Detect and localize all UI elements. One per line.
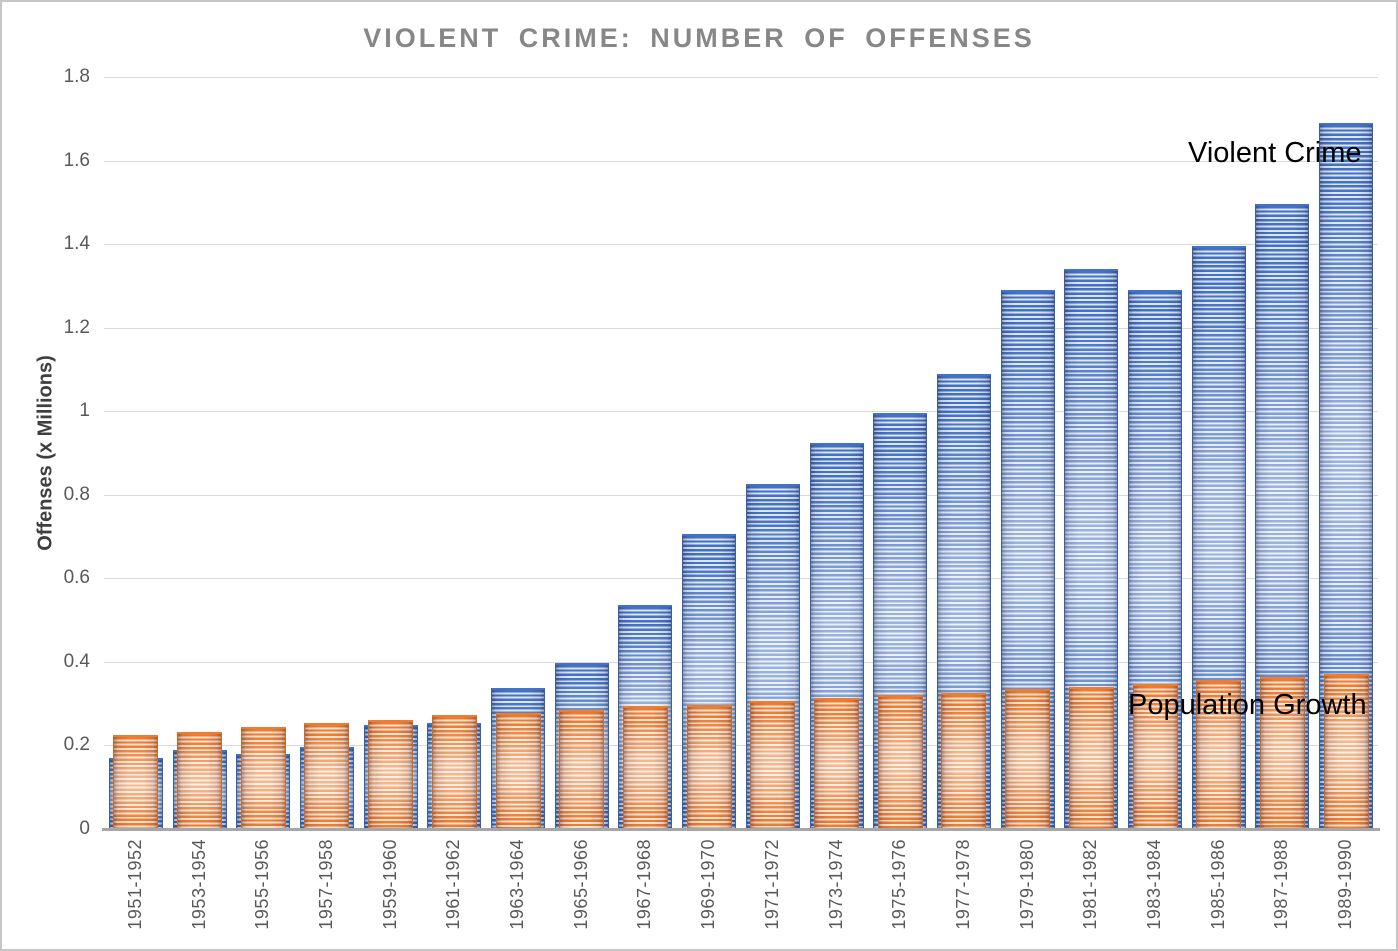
bar-population-growth xyxy=(814,697,860,829)
bar-population-growth xyxy=(750,701,796,829)
bar-population-growth xyxy=(941,692,987,829)
y-tick-label: 1.2 xyxy=(63,316,90,338)
x-tick-label: 1967-1968 xyxy=(634,839,655,930)
x-tick-label: 1965-1966 xyxy=(570,839,591,930)
bar-population-growth xyxy=(368,719,414,829)
gridline xyxy=(104,327,1378,329)
bar-population-growth xyxy=(113,735,159,829)
series-label-violent-crime: Violent Crime xyxy=(1188,137,1362,169)
y-tick-label: 0.2 xyxy=(63,734,90,756)
x-tick-label: 1955-1956 xyxy=(252,839,273,930)
bar-population-growth xyxy=(240,727,286,829)
bar-population-growth xyxy=(1005,689,1051,829)
x-tick-label: 1973-1974 xyxy=(825,839,846,930)
bar-population-growth xyxy=(1196,680,1242,829)
y-tick-label: 1.6 xyxy=(63,149,90,171)
x-tick-label: 1987-1988 xyxy=(1271,839,1292,930)
bar-population-growth xyxy=(877,695,923,829)
y-tick-label: 0.6 xyxy=(63,567,90,589)
x-tick-label: 1985-1986 xyxy=(1207,839,1228,930)
x-tick-label: 1969-1970 xyxy=(698,839,719,930)
bar-population-growth xyxy=(686,704,732,829)
gridline xyxy=(104,77,1378,78)
x-tick-label: 1971-1972 xyxy=(761,839,782,930)
bar-population-growth xyxy=(1259,676,1305,829)
x-tick-label: 1975-1976 xyxy=(889,839,910,930)
x-tick-label: 1981-1982 xyxy=(1080,839,1101,930)
x-tick-label: 1989-1990 xyxy=(1335,839,1356,930)
x-tick-label: 1963-1964 xyxy=(507,839,528,930)
gridline xyxy=(104,745,1378,747)
gridline xyxy=(104,244,1378,246)
y-tick-label: 0.4 xyxy=(63,650,90,672)
bar-population-growth xyxy=(177,732,223,829)
bar-population-growth xyxy=(1132,683,1178,829)
gridline xyxy=(104,578,1378,580)
bar-population-growth xyxy=(622,706,668,829)
y-tick-label: 0.8 xyxy=(63,483,90,505)
x-tick-label: 1977-1978 xyxy=(952,839,973,930)
x-tick-label: 1979-1980 xyxy=(1016,839,1037,930)
bar-population-growth xyxy=(304,722,350,829)
y-tick-label: 1.8 xyxy=(63,66,90,87)
x-tick-label: 1957-1958 xyxy=(315,839,336,930)
gridline xyxy=(104,494,1378,496)
bar-population-growth xyxy=(431,715,477,829)
x-tick-label: 1951-1952 xyxy=(124,839,145,930)
x-tick-label: 1953-1954 xyxy=(188,839,209,930)
chart-title: VIOLENT CRIME: NUMBER OF OFFENSES xyxy=(363,23,1035,53)
y-tick-label: 0 xyxy=(79,818,90,839)
bar-population-growth xyxy=(1068,686,1114,829)
gridline xyxy=(104,411,1378,413)
bar-population-growth xyxy=(1323,673,1369,829)
series-label-population-growth: Population Growth xyxy=(1128,689,1367,721)
x-tick-label: 1959-1960 xyxy=(379,839,400,930)
gridline xyxy=(104,160,1378,162)
gridline xyxy=(104,661,1378,663)
y-tick-label: 1.4 xyxy=(63,233,90,255)
bar-population-growth xyxy=(559,709,605,829)
y-tick-label: 1 xyxy=(79,400,90,422)
x-axis-line xyxy=(102,828,1380,831)
x-tick-label: 1983-1984 xyxy=(1144,839,1165,930)
x-tick-label: 1961-1962 xyxy=(443,839,464,930)
bar-population-growth xyxy=(495,712,541,829)
